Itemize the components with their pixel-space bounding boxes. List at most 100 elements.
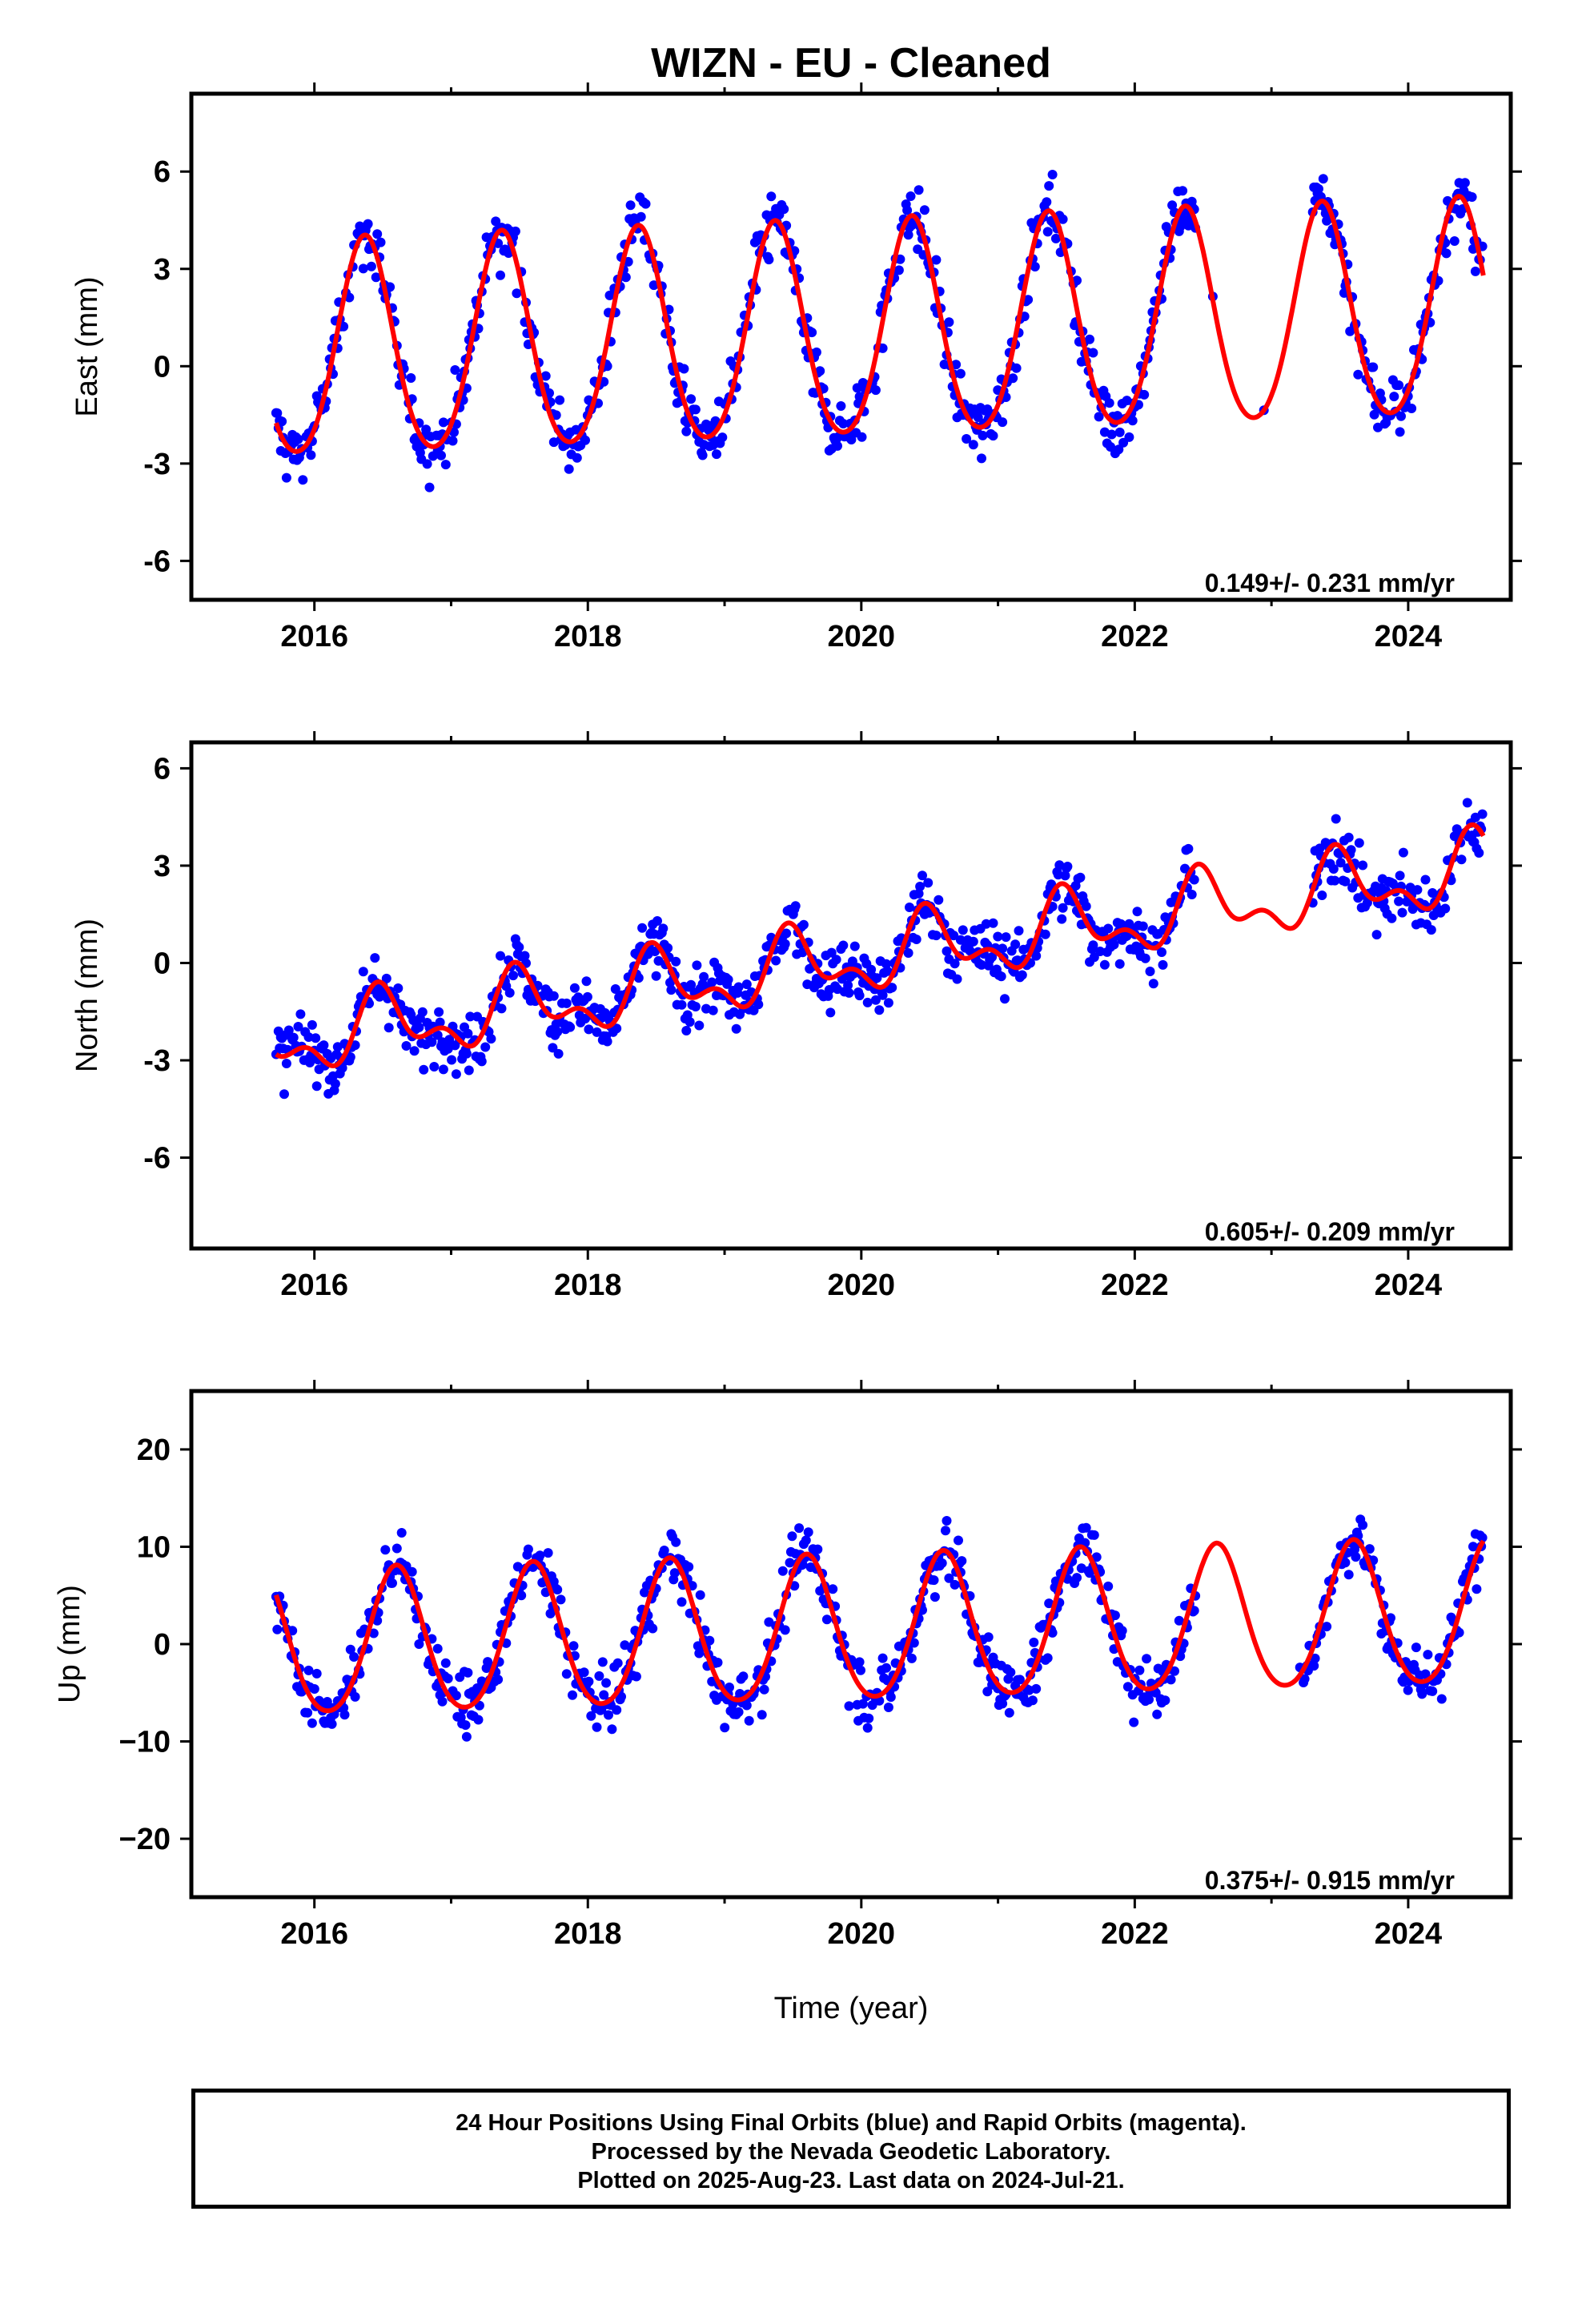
- y-tick-label: −10: [119, 1726, 171, 1759]
- data-point: [813, 1544, 823, 1554]
- data-point: [510, 226, 520, 236]
- data-point: [383, 1023, 394, 1033]
- data-point: [1001, 932, 1011, 943]
- data-point: [733, 1707, 744, 1717]
- data-point: [1081, 901, 1091, 911]
- data-point: [825, 1007, 836, 1018]
- data-point: [844, 1701, 854, 1711]
- data-point: [555, 395, 565, 405]
- data-point: [821, 1614, 832, 1625]
- data-point: [1368, 362, 1379, 372]
- data-point: [1340, 876, 1351, 887]
- data-point: [504, 987, 515, 998]
- data-point: [1060, 870, 1070, 881]
- x-tick-label: 2024: [1375, 1269, 1443, 1302]
- data-point: [363, 219, 373, 229]
- data-point: [883, 998, 893, 1008]
- data-point: [801, 1535, 811, 1546]
- data-point: [919, 205, 930, 215]
- data-point: [451, 1691, 461, 1701]
- data-point: [950, 959, 960, 969]
- data-point: [1309, 1661, 1319, 1671]
- data-point: [512, 288, 522, 299]
- data-point: [1358, 1520, 1368, 1530]
- data-point: [272, 408, 283, 418]
- data-point: [705, 1635, 715, 1646]
- data-point: [1354, 838, 1364, 848]
- x-tick-label: 2022: [1101, 620, 1169, 653]
- data-point: [303, 1665, 314, 1675]
- data-point: [951, 360, 962, 370]
- data-point: [417, 1007, 428, 1017]
- data-point: [1089, 1530, 1099, 1540]
- data-point: [1148, 979, 1158, 989]
- data-point: [407, 1566, 417, 1577]
- data-point: [731, 1023, 741, 1034]
- data-point: [931, 255, 942, 265]
- data-point: [1397, 907, 1407, 918]
- data-point: [826, 947, 837, 958]
- data-point: [982, 1687, 993, 1697]
- y-tick-label: -3: [143, 1044, 171, 1078]
- data-point: [856, 1665, 865, 1675]
- x-tick-label: 2020: [828, 620, 896, 653]
- data-point: [1042, 1653, 1053, 1663]
- data-point: [988, 431, 998, 441]
- data-point: [564, 464, 574, 474]
- data-point: [1183, 843, 1194, 854]
- data-point: [612, 1023, 622, 1034]
- data-point: [437, 1696, 448, 1707]
- data-point: [516, 1590, 527, 1601]
- y-tick-label: 0: [154, 1628, 171, 1662]
- data-point: [1477, 809, 1488, 819]
- data-point: [1426, 925, 1436, 935]
- data-point: [1114, 959, 1125, 969]
- data-point: [306, 450, 316, 460]
- data-point: [1023, 295, 1034, 305]
- data-point: [712, 449, 721, 460]
- data-point: [1031, 951, 1042, 961]
- data-point: [1346, 845, 1356, 855]
- data-point: [780, 1625, 790, 1635]
- data-point: [461, 1731, 472, 1742]
- data-point: [1062, 862, 1073, 871]
- data-point: [1046, 879, 1057, 890]
- data-point: [1124, 432, 1134, 442]
- data-point: [625, 200, 636, 211]
- data-point: [319, 1040, 329, 1051]
- rate-annotation: 0.375+/- 0.915 mm/yr: [1205, 1866, 1455, 1895]
- data-point: [1467, 192, 1477, 202]
- data-point: [872, 973, 882, 983]
- data-point: [1047, 170, 1058, 179]
- data-point: [697, 450, 708, 460]
- data-point: [293, 434, 303, 444]
- data-point: [1351, 1552, 1361, 1562]
- data-point: [915, 882, 926, 891]
- data-point: [950, 1579, 960, 1590]
- data-point: [1106, 429, 1117, 440]
- data-point: [1050, 233, 1061, 243]
- data-point: [1158, 959, 1168, 970]
- data-point: [844, 987, 854, 998]
- data-point: [287, 1626, 298, 1636]
- data-point: [998, 943, 1008, 954]
- y-tick-label: 0: [154, 350, 171, 384]
- data-point: [998, 1699, 1008, 1709]
- data-point: [777, 1566, 788, 1576]
- data-point: [958, 925, 968, 935]
- data-point: [631, 1671, 641, 1682]
- panel-2: 2016 2018 2020 2022 2024 -6 -3 0 3 6 North (mm) 0.6…: [70, 731, 1522, 1302]
- data-point: [998, 417, 1008, 428]
- data-point: [831, 955, 841, 965]
- data-point: [281, 1059, 291, 1068]
- data-point: [883, 1703, 893, 1712]
- data-point: [1040, 929, 1050, 939]
- data-point: [1081, 1522, 1091, 1533]
- data-point: [380, 1545, 391, 1555]
- data-point: [857, 1699, 868, 1709]
- data-point: [942, 1516, 952, 1526]
- data-point: [640, 199, 651, 209]
- data-point: [780, 939, 790, 949]
- data-point: [733, 982, 744, 992]
- x-tick-label: 2020: [828, 1269, 896, 1302]
